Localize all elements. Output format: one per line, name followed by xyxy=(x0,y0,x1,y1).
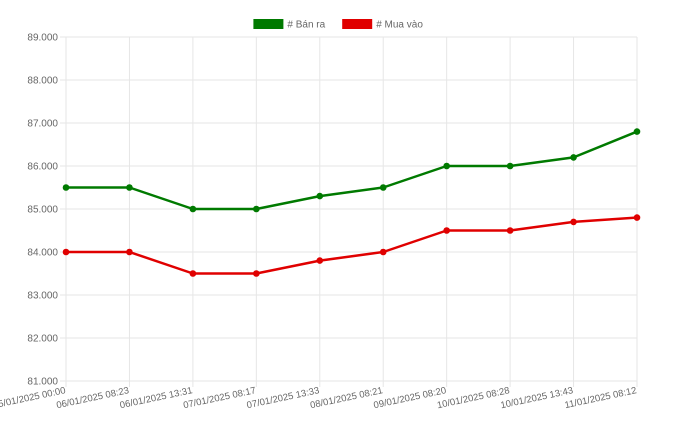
y-tick-label: 87.000 xyxy=(27,119,58,130)
y-tick-label: 82.000 xyxy=(27,334,58,345)
series-line xyxy=(64,130,639,211)
legend-swatch xyxy=(253,19,284,29)
legend-swatch xyxy=(342,19,373,29)
data-point xyxy=(443,227,450,234)
x-tick-label: 07/01/2025 13:33 xyxy=(246,385,321,411)
y-tick-label: 85.000 xyxy=(27,205,58,216)
x-tick-label: 11/01/2025 08:12 xyxy=(564,385,638,411)
y-tick-label: 81.000 xyxy=(27,377,58,388)
data-point xyxy=(633,214,641,221)
y-tick-label: 83.000 xyxy=(27,291,58,302)
data-point xyxy=(126,184,133,191)
x-tick-label: 09/01/2025 08:20 xyxy=(373,385,448,411)
data-point xyxy=(126,248,133,256)
x-tick-label: 10/01/2025 13:43 xyxy=(500,385,575,411)
legend-item: # Mua vào xyxy=(342,19,423,31)
x-tick-label: 07/01/2025 08:17 xyxy=(182,385,257,411)
legend-label: # Bán ra xyxy=(287,20,325,31)
legend: # Bán ra # Mua vào xyxy=(253,19,423,31)
data-point xyxy=(316,192,324,200)
data-point xyxy=(379,184,387,191)
legend-item: # Bán ra xyxy=(253,19,326,31)
series-mua-vao xyxy=(62,214,641,277)
data-point xyxy=(633,128,641,135)
series-ban-ra xyxy=(62,128,641,213)
data-point xyxy=(570,154,577,161)
series-line xyxy=(64,216,639,275)
data-point xyxy=(189,270,197,277)
data-point xyxy=(506,227,514,234)
y-tick-label: 88.000 xyxy=(27,76,58,87)
x-tick-label: 06/01/2025 13:31 xyxy=(119,385,194,411)
data-point xyxy=(253,205,260,213)
x-tick-label: 10/01/2025 08:28 xyxy=(436,385,511,411)
data-point xyxy=(379,248,387,256)
data-point xyxy=(570,218,577,226)
data-point xyxy=(62,184,70,191)
data-point xyxy=(189,205,197,213)
y-tick-label: 89.000 xyxy=(27,33,58,44)
y-axis: 81.000 82.000 83.000 84.000 85.000 86.000 87.0… xyxy=(27,33,58,388)
grid xyxy=(60,36,638,387)
data-point xyxy=(506,162,514,170)
x-tick-label: 06/01/2025 08:23 xyxy=(55,385,130,411)
data-point xyxy=(253,270,260,277)
data-point xyxy=(316,257,324,264)
series xyxy=(62,128,641,277)
x-tick-label: 08/01/2025 08:21 xyxy=(309,385,384,411)
y-tick-label: 84.000 xyxy=(27,248,58,259)
data-point xyxy=(62,248,70,256)
y-tick-label: 86.000 xyxy=(27,162,58,173)
data-point xyxy=(443,162,450,170)
legend-label: # Mua vào xyxy=(376,20,423,31)
